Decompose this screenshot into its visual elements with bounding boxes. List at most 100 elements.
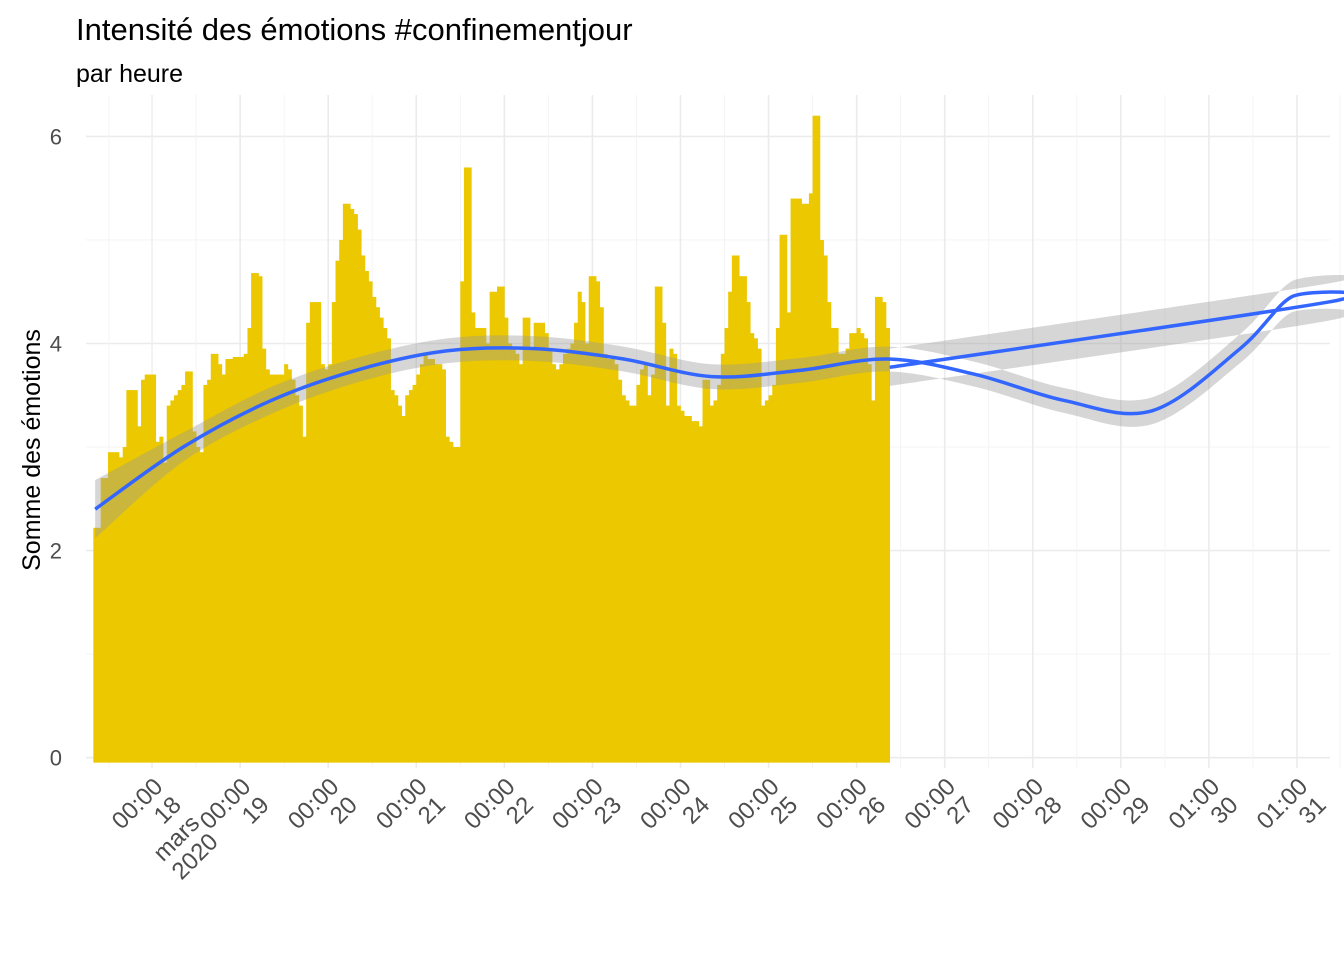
x-tick-label: 00:0023 xyxy=(547,773,627,853)
y-tick-label: 0 xyxy=(50,746,62,771)
bar xyxy=(669,348,674,763)
bar xyxy=(210,353,215,763)
bar xyxy=(273,374,278,763)
bar xyxy=(698,426,703,763)
bar xyxy=(673,353,678,763)
bar xyxy=(680,410,685,763)
bar xyxy=(676,405,681,763)
x-tick-label: 00:0026 xyxy=(811,773,891,853)
bar xyxy=(691,421,696,763)
x-tick-label: 00:0020 xyxy=(283,773,363,853)
bar xyxy=(764,400,769,763)
bar xyxy=(155,441,160,763)
bar xyxy=(214,353,219,763)
bar xyxy=(287,369,292,763)
bar xyxy=(702,379,707,763)
bar xyxy=(709,405,714,763)
bar xyxy=(163,462,168,763)
bar xyxy=(585,343,590,763)
bar xyxy=(504,317,509,763)
bar xyxy=(137,426,142,763)
bar xyxy=(199,452,204,763)
bar xyxy=(412,384,417,763)
bar xyxy=(221,374,226,763)
bar xyxy=(863,338,868,763)
bar xyxy=(489,291,494,763)
bar xyxy=(596,281,601,763)
bar xyxy=(291,379,296,763)
bar xyxy=(761,405,766,763)
bar xyxy=(357,229,362,763)
bar xyxy=(746,302,751,763)
bar xyxy=(544,333,549,763)
bar xyxy=(511,348,516,763)
bar xyxy=(144,374,149,763)
bar xyxy=(610,359,615,763)
bar xyxy=(339,239,344,763)
bar xyxy=(618,379,623,763)
bar xyxy=(849,333,854,763)
bar xyxy=(794,198,799,763)
bar xyxy=(786,312,791,763)
bar xyxy=(508,343,513,763)
bar xyxy=(629,405,634,763)
bar xyxy=(445,436,450,763)
bar xyxy=(397,405,402,763)
bar xyxy=(739,276,744,763)
bar xyxy=(731,255,736,763)
bar xyxy=(463,167,468,763)
bar xyxy=(647,395,652,763)
bar xyxy=(838,353,843,763)
bar xyxy=(566,348,571,763)
bar xyxy=(640,369,645,763)
bar xyxy=(775,327,780,763)
bar xyxy=(361,255,366,763)
bar xyxy=(386,338,391,763)
bar xyxy=(449,441,454,763)
bar xyxy=(728,291,733,763)
bar xyxy=(805,203,810,763)
bar xyxy=(441,369,446,763)
bar xyxy=(335,260,340,763)
bar xyxy=(346,203,351,763)
bar xyxy=(874,296,879,763)
bar xyxy=(845,348,850,763)
y-axis-title: Somme des émotions xyxy=(18,329,46,571)
bar xyxy=(827,302,832,763)
bar xyxy=(533,322,538,763)
bar xyxy=(100,478,105,763)
bar xyxy=(232,356,237,763)
y-tick-label: 2 xyxy=(50,539,62,564)
bar xyxy=(856,327,861,763)
bar xyxy=(548,348,553,763)
bar xyxy=(177,390,182,763)
bar xyxy=(816,115,821,763)
bar xyxy=(185,371,190,763)
bar xyxy=(526,317,531,763)
bar xyxy=(379,317,384,763)
bar xyxy=(823,255,828,763)
bar xyxy=(720,353,725,763)
bar xyxy=(159,436,164,763)
bar xyxy=(658,286,663,763)
bar xyxy=(375,307,380,763)
bar xyxy=(636,384,641,763)
bar xyxy=(174,395,179,763)
bar xyxy=(119,457,124,763)
bar xyxy=(687,415,692,763)
bar xyxy=(265,369,270,763)
x-tick-label: 00:0027 xyxy=(899,773,979,853)
bar xyxy=(819,239,824,763)
bar xyxy=(519,364,524,763)
bar xyxy=(203,384,208,763)
x-tick-label: 00:0022 xyxy=(459,773,539,853)
bar xyxy=(478,327,483,763)
bar xyxy=(243,353,248,763)
smooth-layer xyxy=(94,275,1344,539)
bars xyxy=(93,115,890,763)
bar xyxy=(581,302,586,763)
bar xyxy=(460,281,465,763)
bar xyxy=(482,327,487,763)
bar xyxy=(295,395,300,763)
